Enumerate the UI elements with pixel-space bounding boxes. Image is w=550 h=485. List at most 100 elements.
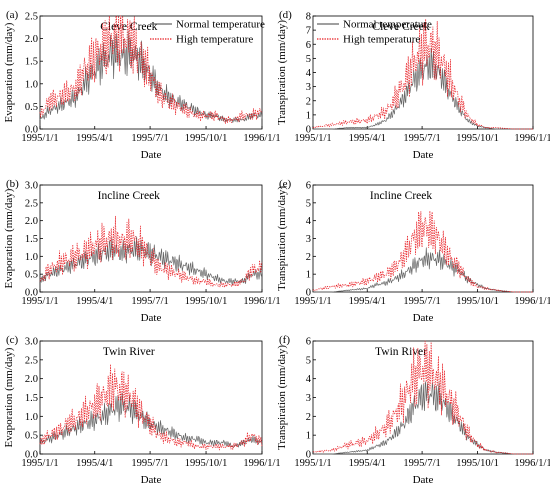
- y-axis-label: Transpiration (mm/day): [276, 186, 288, 291]
- y-tick-label: 2.5: [25, 12, 38, 23]
- y-tick-label: 0: [306, 288, 311, 299]
- legend-label: Normal temperature: [176, 19, 265, 31]
- y-tick-label: 0.0: [25, 450, 38, 461]
- y-tick-label: 5: [306, 198, 311, 209]
- y-tick-label: 2.0: [25, 216, 38, 227]
- x-tick-label: 1995/1/1: [21, 458, 58, 469]
- chart-panel-6: 0 1 2 3 4 5 6 1995/1/1 1995/4/1 1995/7/1 1995/10/1…: [276, 334, 550, 485]
- series-line-high: [312, 210, 533, 293]
- x-axis-label: Date: [141, 474, 162, 485]
- y-axis-label: Transpiration (mm/day): [276, 20, 288, 125]
- panel-label: (f): [279, 334, 290, 346]
- y-tick-label: 0.0: [25, 288, 38, 299]
- x-tick-label: 1995/4/1: [349, 458, 386, 469]
- x-tick-label: 1995/7/1: [131, 296, 168, 307]
- x-tick-label: 1995/10/1: [456, 458, 499, 469]
- chart-panel-3: 0.0 0.5 1.0 1.5 2.0 2.5 3.0 1995/1/1 1995/4/1 199…: [3, 178, 281, 324]
- y-tick-label: 1.0: [25, 252, 38, 263]
- y-tick-label: 3: [306, 82, 311, 93]
- y-tick-label: 1: [306, 431, 311, 442]
- y-tick-label: 4: [306, 374, 312, 385]
- x-tick-label: 1996/1/1: [514, 296, 550, 307]
- x-tick-label: 1995/10/1: [185, 458, 228, 469]
- y-tick-label: 5: [306, 355, 311, 366]
- y-tick-label: 6: [306, 40, 311, 51]
- series-line-normal: [39, 30, 263, 123]
- y-tick-label: 2.0: [25, 374, 38, 385]
- y-tick-label: 1: [306, 270, 311, 281]
- plot-frame: [39, 15, 263, 130]
- x-axis-label: Date: [413, 474, 434, 485]
- y-tick-label: 1.0: [25, 412, 38, 423]
- y-tick-label: 5: [306, 54, 311, 65]
- y-tick-label: 2: [306, 412, 311, 423]
- chart-title: Incline Creek: [98, 190, 161, 202]
- x-tick-label: 1995/7/1: [131, 133, 168, 144]
- panel-label: (b): [6, 178, 19, 190]
- chart-panel-5: 0.0 0.5 1.0 1.5 2.0 2.5 3.0 1995/1/1 1995/4/1 199…: [3, 334, 281, 485]
- panel-label: (e): [279, 178, 292, 190]
- x-tick-label: 1995/1/1: [294, 133, 331, 144]
- series-line-normal: [39, 236, 263, 286]
- y-tick-label: 3.0: [25, 337, 38, 348]
- x-tick-label: 1995/7/1: [403, 133, 440, 144]
- y-tick-label: 4: [306, 216, 312, 227]
- y-tick-label: 3: [306, 393, 311, 404]
- chart-panel-1: 0.0 0.5 1.0 1.5 2.0 2.5 1995/1/1 1995/4/1 1995/7…: [3, 9, 281, 161]
- series-line-high: [39, 15, 263, 124]
- y-axis-label: Transpiration (mm/day): [276, 345, 288, 450]
- x-tick-label: 1996/1/1: [514, 458, 550, 469]
- x-tick-label: 1995/7/1: [403, 296, 440, 307]
- y-tick-label: 0.5: [25, 270, 38, 281]
- y-tick-label: 6: [306, 337, 311, 348]
- x-tick-label: 1995/1/1: [294, 296, 331, 307]
- panel-label: (a): [6, 9, 19, 21]
- x-tick-label: 1996/1/1: [243, 133, 280, 144]
- x-tick-label: 1995/7/1: [403, 458, 440, 469]
- x-tick-label: 1995/4/1: [349, 296, 386, 307]
- y-axis-label: Evaporation (mm/day): [3, 347, 15, 447]
- x-axis-label: Date: [141, 312, 162, 324]
- x-axis-label: Date: [413, 149, 434, 161]
- x-axis-label: Date: [141, 149, 162, 161]
- x-tick-label: 1995/10/1: [185, 133, 228, 144]
- y-tick-label: 2: [306, 96, 311, 107]
- y-axis-label: Evaporation (mm/day): [3, 188, 15, 288]
- x-tick-label: 1995/4/1: [76, 296, 113, 307]
- y-tick-label: 3.0: [25, 181, 38, 192]
- x-axis-label: Date: [413, 312, 434, 324]
- panel-label: (c): [6, 334, 19, 346]
- legend-label: High temperature: [343, 34, 420, 46]
- y-tick-label: 4: [306, 68, 312, 79]
- series-line-normal: [313, 48, 533, 130]
- series-line-high: [312, 18, 533, 130]
- legend-label: Normal temperature: [343, 19, 432, 31]
- x-tick-label: 1995/7/1: [131, 458, 168, 469]
- x-tick-label: 1995/4/1: [76, 458, 113, 469]
- y-tick-label: 0.5: [25, 102, 38, 113]
- y-tick-label: 1.5: [25, 393, 38, 404]
- y-tick-label: 1.0: [25, 79, 38, 90]
- y-tick-label: 6: [306, 181, 311, 192]
- y-tick-label: 2.5: [25, 198, 38, 209]
- series-line-normal: [39, 392, 263, 448]
- x-tick-label: 1995/10/1: [456, 133, 499, 144]
- y-tick-label: 0.5: [25, 431, 38, 442]
- x-tick-label: 1996/1/1: [243, 458, 280, 469]
- chart-title: Twin River: [103, 346, 155, 358]
- x-tick-label: 1995/10/1: [185, 296, 228, 307]
- y-tick-label: 2: [306, 252, 311, 263]
- series-line-high: [312, 340, 533, 455]
- chart-panel-2: 0 1 2 3 4 5 6 7 8 1995/1/1 1995/4/1 1995/7/1 1995/10…: [276, 9, 550, 161]
- series-line-high: [39, 215, 263, 288]
- x-tick-label: 1996/1/1: [243, 296, 280, 307]
- y-tick-label: 0: [306, 125, 311, 136]
- panel-label: (d): [279, 9, 292, 21]
- legend-label: High temperature: [176, 34, 253, 46]
- chart-title: Cleve Creek: [372, 21, 429, 33]
- y-tick-label: 1.5: [25, 57, 38, 68]
- chart-panel-4: 0 1 2 3 4 5 6 1995/1/1 1995/4/1 1995/7/1 1995/10/1…: [276, 178, 550, 324]
- y-tick-label: 2.5: [25, 355, 38, 366]
- y-tick-label: 1.5: [25, 234, 38, 245]
